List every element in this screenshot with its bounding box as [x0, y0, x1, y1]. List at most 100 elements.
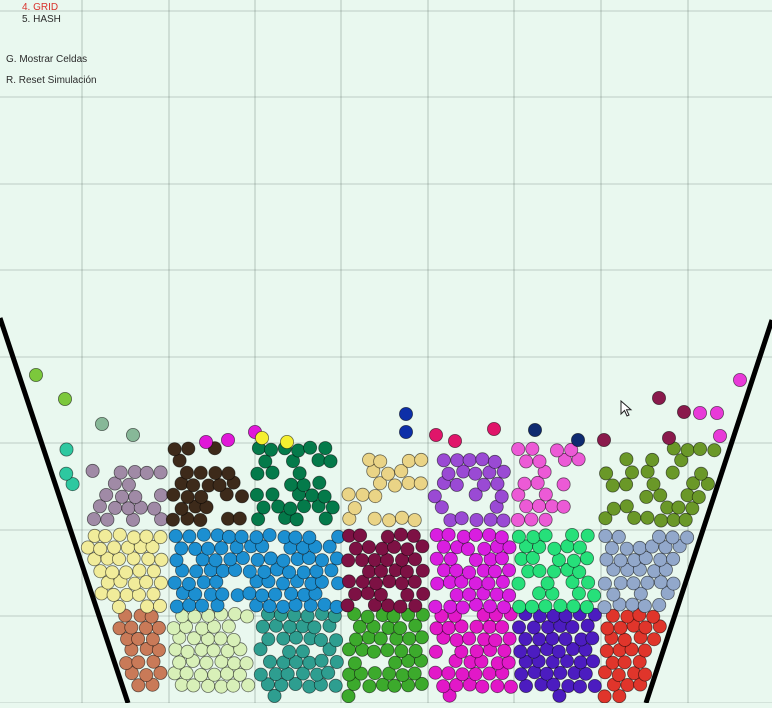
particle — [307, 620, 322, 635]
particle — [680, 530, 695, 545]
particle — [232, 511, 247, 526]
particle — [620, 609, 635, 624]
particle — [180, 489, 195, 504]
particle — [512, 599, 527, 614]
particle — [195, 621, 210, 636]
particle — [182, 529, 197, 544]
particle — [512, 620, 527, 635]
particle — [128, 489, 143, 504]
particle — [490, 476, 505, 491]
particle — [382, 513, 397, 528]
particle — [394, 464, 409, 479]
particle — [526, 530, 541, 545]
particle — [206, 643, 221, 658]
particle — [468, 487, 483, 502]
particle — [398, 406, 413, 421]
particle — [599, 643, 614, 658]
particle — [686, 476, 701, 491]
particle — [605, 608, 620, 623]
particle — [502, 588, 517, 603]
particle — [645, 452, 660, 467]
particle — [637, 599, 652, 614]
particle — [587, 679, 602, 694]
particle — [167, 442, 182, 457]
particle — [454, 619, 469, 634]
particle — [639, 489, 654, 504]
particle — [443, 551, 458, 566]
particle — [572, 540, 587, 555]
particle — [646, 609, 661, 624]
particle — [347, 656, 362, 671]
particle — [482, 599, 497, 614]
particle — [188, 541, 203, 556]
particle — [393, 599, 408, 614]
particle — [283, 501, 298, 516]
particle — [235, 551, 250, 566]
particle — [131, 631, 146, 646]
particle — [107, 476, 122, 491]
particle — [253, 642, 268, 657]
mouse-pointer-icon — [620, 400, 633, 417]
particle — [265, 487, 280, 502]
particle — [662, 430, 677, 445]
particle — [401, 475, 416, 490]
particle — [475, 452, 490, 467]
particle — [213, 631, 228, 646]
particle — [565, 620, 580, 635]
particle — [141, 551, 156, 566]
particle — [282, 644, 297, 659]
particle — [352, 619, 367, 634]
particle — [276, 599, 291, 614]
particle — [617, 632, 632, 647]
particle — [341, 553, 356, 568]
particle — [501, 563, 516, 578]
particle — [234, 529, 249, 544]
particle — [406, 528, 421, 543]
particle — [556, 499, 571, 514]
particle — [416, 586, 431, 601]
particle — [613, 576, 628, 591]
particle — [168, 642, 183, 657]
particle — [382, 666, 397, 681]
menu-item-grid[interactable]: 4. GRID — [22, 2, 59, 13]
particle — [59, 466, 74, 481]
particle — [640, 510, 655, 525]
particle — [449, 563, 464, 578]
particles-layer — [28, 367, 748, 704]
particle — [317, 597, 332, 612]
particle — [372, 476, 387, 491]
particle — [368, 489, 383, 504]
particle — [98, 529, 113, 544]
menu-reset-simulation[interactable]: R. Reset Simulación — [6, 75, 97, 86]
particle — [434, 500, 449, 515]
particle — [462, 587, 477, 602]
particle — [619, 499, 634, 514]
particle — [617, 655, 632, 670]
menu-item-hash[interactable]: 5. HASH — [22, 14, 61, 25]
particle — [189, 564, 204, 579]
menu-show-cells[interactable]: G. Mostrar Celdas — [6, 54, 88, 65]
particle — [525, 441, 540, 456]
particle — [653, 552, 668, 567]
particle — [443, 599, 458, 614]
particle — [340, 598, 355, 613]
particle — [605, 655, 620, 670]
particle — [524, 512, 539, 527]
particle — [441, 466, 456, 481]
particle — [126, 551, 141, 566]
particle — [571, 432, 586, 447]
particle — [436, 453, 451, 468]
particle — [572, 565, 587, 580]
particle — [490, 679, 505, 694]
particle — [28, 367, 43, 382]
particle — [564, 442, 579, 457]
particle — [186, 631, 201, 646]
particle — [428, 644, 443, 659]
particle — [100, 512, 115, 527]
particle — [513, 644, 528, 659]
particle — [181, 576, 196, 591]
particle — [276, 631, 291, 646]
particle — [710, 405, 725, 420]
particle — [502, 631, 517, 646]
